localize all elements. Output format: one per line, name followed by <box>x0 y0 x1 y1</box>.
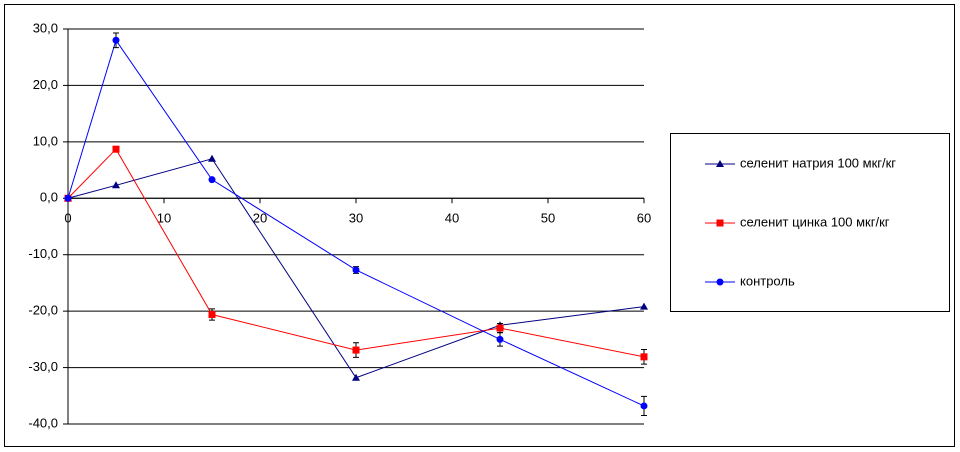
y-tick-label: -20,0 <box>28 303 58 318</box>
marker <box>208 176 216 184</box>
x-tick-label: 40 <box>445 211 459 226</box>
series-line <box>67 148 645 358</box>
x-tick-label: 10 <box>157 211 171 226</box>
x-tick-label: 60 <box>637 211 651 226</box>
marker <box>496 324 504 332</box>
y-tick-label: -30,0 <box>28 359 58 374</box>
marker <box>208 154 216 162</box>
marker <box>352 266 360 274</box>
y-tick-label: 0,0 <box>40 190 58 205</box>
x-tick-label: 30 <box>349 211 363 226</box>
legend-label: селенит натрия 100 мкг/кг <box>740 155 896 170</box>
legend-label: селенит цинка 100 мкг/кг <box>740 214 890 229</box>
y-tick-label: 10,0 <box>33 133 58 148</box>
marker <box>64 194 72 202</box>
marker <box>208 311 216 319</box>
marker <box>352 373 360 381</box>
x-tick-label: 50 <box>541 211 555 226</box>
marker <box>640 302 648 310</box>
legend-label: контроль <box>740 273 795 288</box>
marker <box>640 353 648 361</box>
legend-marker <box>716 160 724 167</box>
x-tick-label: 20 <box>253 211 267 226</box>
series-line <box>67 158 645 379</box>
marker <box>640 402 648 410</box>
legend-marker <box>716 278 724 286</box>
marker <box>112 36 120 44</box>
marker <box>496 335 504 343</box>
y-tick-label: -10,0 <box>28 246 58 261</box>
y-tick-label: 20,0 <box>33 77 58 92</box>
series-line <box>67 39 645 407</box>
x-tick-label: 0 <box>64 211 71 226</box>
y-tick-label: 30,0 <box>33 20 58 35</box>
marker <box>352 346 360 354</box>
marker <box>112 145 120 153</box>
y-tick-label: -40,0 <box>28 415 58 430</box>
legend-marker <box>716 219 724 227</box>
marker <box>112 181 120 189</box>
